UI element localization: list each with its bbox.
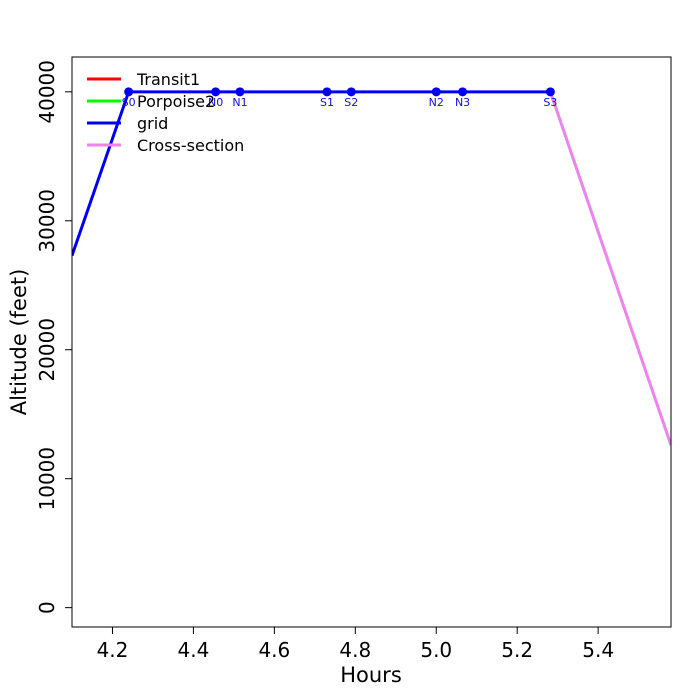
y-tick-label: 20000	[35, 318, 59, 382]
y-tick-label: 10000	[35, 447, 59, 511]
waypoint-marker	[322, 87, 332, 97]
waypoint-label: N2	[429, 96, 444, 109]
legend-label: Cross-section	[137, 136, 244, 155]
waypoint-label: S2	[344, 96, 358, 109]
x-tick-label: 5.2	[501, 638, 533, 662]
x-tick-label: 4.6	[258, 638, 290, 662]
y-tick-label: 40000	[35, 60, 59, 124]
plot-frame	[71, 56, 672, 628]
waypoint-label: S1	[320, 96, 334, 109]
y-axis: 0 10000 20000 30000 40000	[35, 60, 73, 614]
waypoint-marker	[211, 87, 221, 97]
waypoint-label: S3	[543, 96, 557, 109]
waypoint-label: N0	[208, 96, 223, 109]
series-line-cross-section	[548, 91, 671, 446]
legend: Transit1 Porpoise2 grid Cross-section	[87, 70, 244, 155]
waypoint-marker	[431, 87, 441, 97]
waypoint-marker	[545, 87, 555, 97]
x-tick-label: 5.4	[582, 638, 614, 662]
marker-layer: S0 N0 N1 S1 S2 N2 N3 S3	[122, 87, 557, 109]
waypoint-marker	[124, 87, 134, 97]
legend-label: grid	[137, 114, 168, 133]
legend-label: Porpoise2	[137, 92, 215, 111]
waypoint-marker	[235, 87, 245, 97]
y-axis-title: Altitude (feet)	[7, 269, 31, 416]
waypoint-label: N1	[232, 96, 247, 109]
x-tick-label: 5.0	[420, 638, 452, 662]
waypoint-label: S0	[122, 96, 136, 109]
x-tick-label: 4.2	[97, 638, 129, 662]
y-tick-label: 0	[35, 601, 59, 614]
x-tick-label: 4.8	[339, 638, 371, 662]
x-tick-label: 4.4	[178, 638, 210, 662]
waypoint-marker	[346, 87, 356, 97]
waypoint-marker	[458, 87, 468, 97]
waypoint-label: N3	[455, 96, 470, 109]
x-axis: 4.2 4.4 4.6 4.8 5.0 5.2 5.4	[97, 626, 614, 662]
x-axis-title: Hours	[340, 663, 402, 687]
legend-label: Transit1	[136, 70, 200, 89]
y-tick-label: 30000	[35, 189, 59, 253]
